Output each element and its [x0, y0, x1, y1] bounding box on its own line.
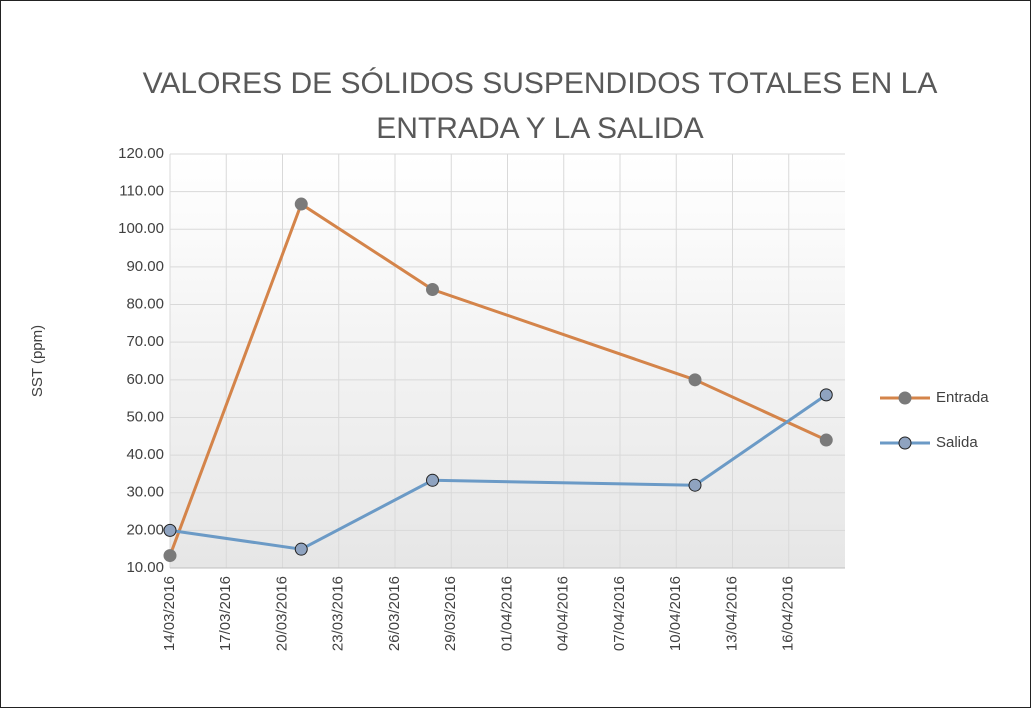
- y-tick-label: 70.00: [126, 333, 164, 350]
- x-tick-label: 10/04/2016: [667, 576, 684, 651]
- x-tick-label: 16/04/2016: [780, 576, 797, 651]
- x-tick-label: 14/03/2016: [161, 576, 178, 651]
- y-tick-label: 80.00: [126, 296, 164, 313]
- legend-marker: [898, 391, 912, 405]
- legend-label: Entrada: [936, 389, 989, 406]
- marker: [819, 388, 833, 402]
- x-tick-label: 07/04/2016: [611, 576, 628, 651]
- legend-marker: [898, 436, 912, 450]
- y-tick-label: 50.00: [126, 408, 164, 425]
- y-tick-label: 10.00: [126, 559, 164, 576]
- x-tick-label: 01/04/2016: [498, 576, 515, 651]
- marker: [688, 373, 702, 387]
- marker: [163, 523, 177, 537]
- y-tick-label: 90.00: [126, 258, 164, 275]
- marker: [426, 282, 439, 296]
- x-tick-label: 29/03/2016: [442, 576, 459, 651]
- legend-label: Salida: [936, 434, 978, 451]
- y-tick-label: 120.00: [118, 145, 164, 162]
- y-tick-label: 100.00: [118, 220, 164, 237]
- marker: [688, 478, 702, 492]
- marker: [819, 433, 833, 447]
- y-tick-label: 40.00: [126, 446, 164, 463]
- y-tick-label: 30.00: [126, 484, 164, 501]
- x-tick-label: 23/03/2016: [330, 576, 347, 651]
- marker: [294, 197, 308, 211]
- marker: [426, 473, 439, 487]
- x-tick-label: 13/04/2016: [723, 576, 740, 651]
- y-tick-label: 20.00: [126, 521, 164, 538]
- x-tick-label: 17/03/2016: [217, 576, 234, 651]
- chart-title: VALORES DE SÓLIDOS SUSPENDIDOS TOTALES E…: [143, 67, 938, 100]
- marker: [163, 549, 177, 563]
- x-tick-label: 04/04/2016: [555, 576, 572, 651]
- x-tick-label: 20/03/2016: [273, 576, 290, 651]
- y-axis-label: SST (ppm): [29, 325, 46, 397]
- x-tick-label: 26/03/2016: [386, 576, 403, 651]
- y-tick-label: 110.00: [119, 183, 164, 200]
- y-tick-label: 60.00: [126, 371, 164, 388]
- marker: [294, 542, 308, 556]
- chart-title: ENTRADA Y LA SALIDA: [376, 112, 703, 145]
